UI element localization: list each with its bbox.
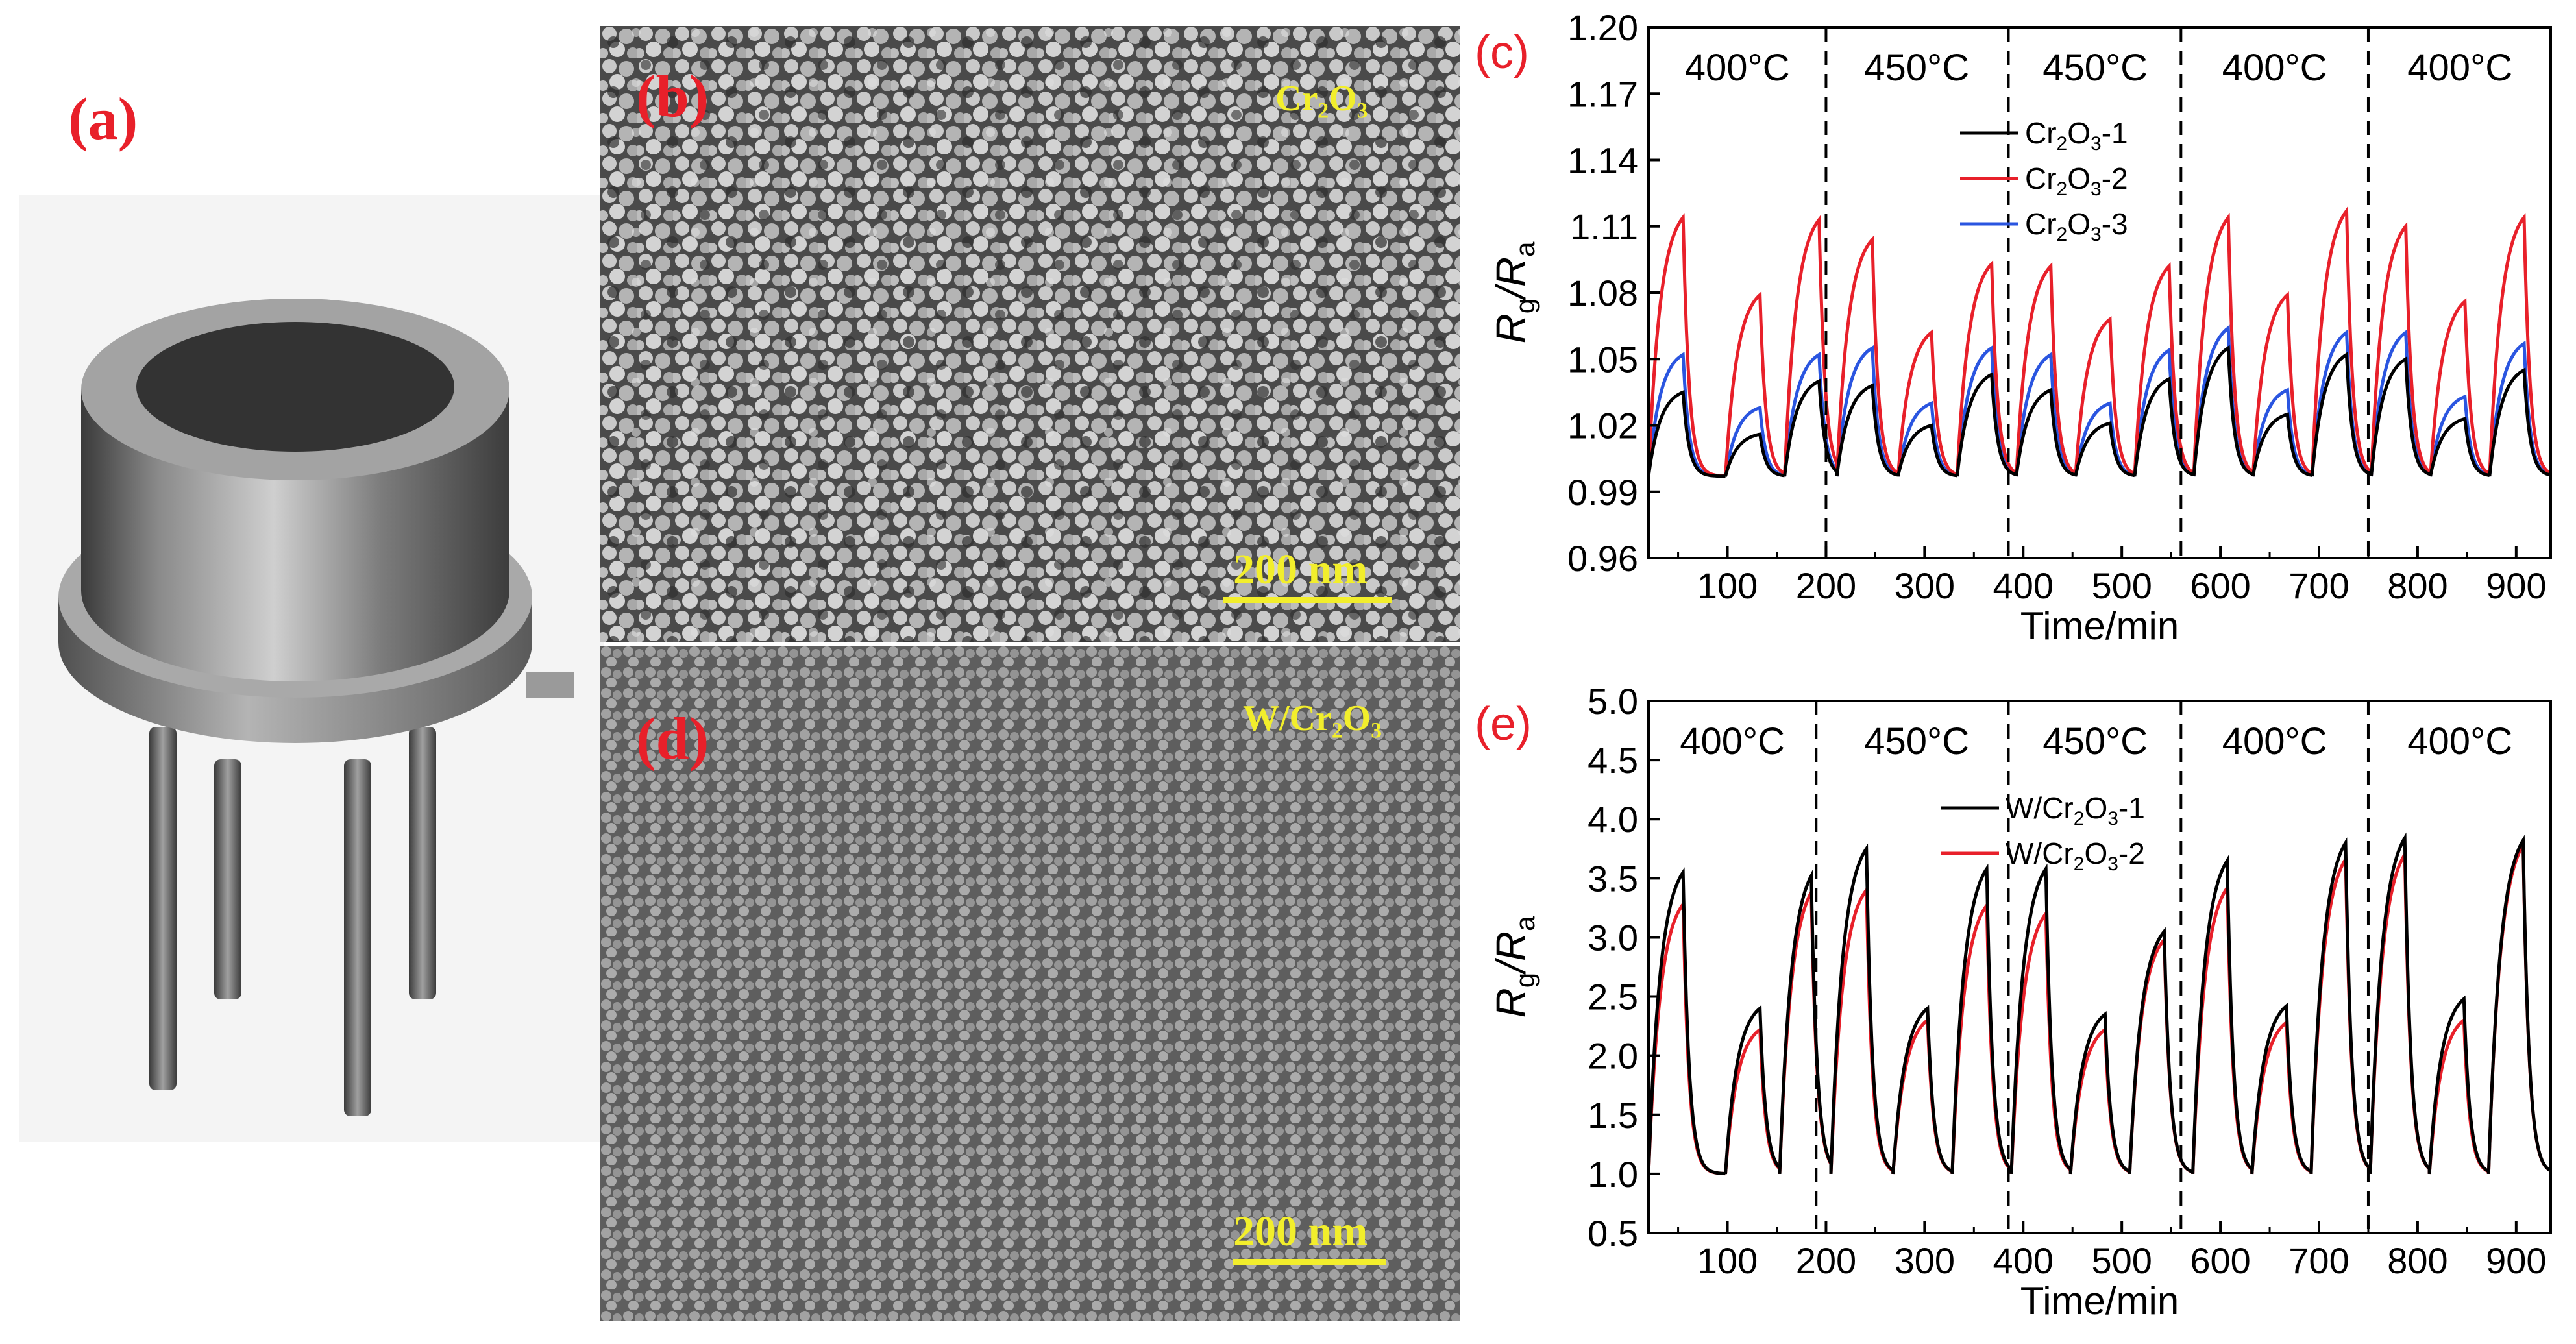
legend-entry-3: Cr2O3-3: [2025, 207, 2128, 245]
sem-image-cr2o3: (b) Cr₂O₃ 200 nm: [600, 26, 1460, 642]
scale-bar-label-b: 200 nm: [1233, 546, 1368, 593]
temperature-label-2: 450°C: [1864, 47, 1969, 89]
x-tick-label: 800: [2387, 565, 2447, 606]
sem-material-label-d: W/Cr₂O₃: [1243, 698, 1382, 739]
y-tick-label: 0.96: [1567, 538, 1638, 579]
panel-label-b: (b): [636, 63, 709, 129]
scale-bar-label-d: 200 nm: [1233, 1208, 1368, 1255]
temperature-label-5: 400°C: [2407, 720, 2512, 763]
legend-entry-1: Cr2O3-1: [2025, 116, 2128, 154]
sem-image-w-cr2o3: (d) W/Cr₂O₃ 200 nm: [600, 646, 1460, 1321]
y-tick-label: 3.0: [1588, 917, 1638, 958]
legend-entry-1: W/Cr2O3-1: [2006, 791, 2145, 829]
series-line-1: [1647, 832, 2552, 1175]
temperature-label-1: 400°C: [1685, 47, 1790, 89]
temperature-label-4: 400°C: [2222, 47, 2327, 89]
sensor-device-svg: [58, 299, 574, 1116]
y-tick-label: 0.5: [1588, 1213, 1638, 1254]
legend-entry-2: Cr2O3-2: [2025, 162, 2128, 200]
scale-bar-b: [1223, 597, 1392, 603]
sem-material-label-b: Cr₂O₃: [1275, 79, 1368, 119]
series-line-1: [1647, 345, 2551, 478]
x-tick-label: 100: [1697, 565, 1758, 606]
y-tick-label: 1.20: [1567, 7, 1638, 48]
x-tick-label: 400: [1993, 565, 2054, 606]
legend-entry-2: W/Cr2O3-2: [2006, 837, 2145, 875]
x-tick-label: 200: [1796, 565, 1856, 606]
chart-c: 0.96 0.99 1.02 1.05 1.08 1.11 1.14 1.17 1.20 100 2…: [1486, 7, 2564, 662]
chart-e-svg: 0.5 1.0 1.5 2.0 2.5 3.0 3.5 4.0 4.5 5.0 100 200 300 4…: [1488, 681, 2552, 1323]
panel-label-d: (d): [636, 705, 709, 772]
temperature-label-1: 400°C: [1680, 720, 1785, 763]
x-tick-label: 100: [1697, 1240, 1758, 1281]
y-tick-label: 1.11: [1570, 206, 1638, 247]
plot-frame: [1647, 700, 2552, 1234]
y-axis-label: Rg/Ra: [1488, 916, 1540, 1018]
sensor-illustration: [19, 195, 604, 1142]
y-tick-label: 0.99: [1567, 472, 1638, 513]
y-tick-label: 2.0: [1588, 1036, 1638, 1077]
x-tick-label: 400: [1993, 1240, 2054, 1281]
panel-label-c: (c): [1475, 27, 1529, 79]
temperature-label-3: 450°C: [2042, 47, 2148, 89]
temperature-label-3: 450°C: [2042, 720, 2148, 763]
temperature-label-5: 400°C: [2407, 47, 2512, 89]
y-tick-label: 1.08: [1567, 273, 1638, 313]
temperature-label-2: 450°C: [1864, 720, 1969, 763]
series-line-3: [1647, 324, 2551, 478]
y-tick-label: 1.0: [1588, 1154, 1638, 1195]
x-tick-label: 300: [1895, 1240, 1955, 1281]
x-tick-label: 500: [2091, 1240, 2152, 1281]
x-tick-label: 900: [2486, 565, 2546, 606]
y-tick-label: 1.14: [1567, 140, 1638, 181]
x-tick-label: 200: [1796, 1240, 1856, 1281]
y-tick-label: 1.05: [1567, 339, 1638, 380]
x-tick-label: 800: [2387, 1240, 2447, 1281]
y-tick-label: 1.17: [1567, 73, 1638, 114]
x-axis-label: Time/min: [2020, 604, 2179, 648]
y-tick-label: 4.0: [1588, 799, 1638, 840]
y-tick-label: 1.02: [1567, 406, 1638, 446]
series-line-2: [1647, 206, 2552, 478]
y-tick-label: 4.5: [1588, 740, 1638, 781]
plot-frame: [1647, 26, 2552, 559]
x-tick-label: 700: [2288, 1240, 2349, 1281]
y-tick-label: 5.0: [1588, 681, 1638, 722]
x-tick-label: 300: [1895, 565, 1955, 606]
panel-label-a: (a): [68, 86, 138, 152]
chart-e: 0.5 1.0 1.5 2.0 2.5 3.0 3.5 4.0 4.5 5.0 100 200 300 4…: [1486, 675, 2564, 1337]
y-axis-label: Rg/Ra: [1488, 241, 1540, 344]
sem-texture-b: [600, 26, 1460, 642]
x-tick-label: 600: [2190, 565, 2250, 606]
chart-c-svg: 0.96 0.99 1.02 1.05 1.08 1.11 1.14 1.17 1.20 100 2…: [1488, 7, 2552, 648]
x-tick-label: 600: [2190, 1240, 2250, 1281]
temperature-label-4: 400°C: [2222, 720, 2327, 763]
x-tick-label: 700: [2288, 565, 2349, 606]
y-tick-label: 2.5: [1588, 977, 1638, 1018]
x-axis-label: Time/min: [2020, 1279, 2179, 1323]
scale-bar-d: [1233, 1259, 1386, 1265]
series-line-2: [1647, 839, 2552, 1176]
y-tick-label: 1.5: [1588, 1095, 1638, 1136]
panel-label-e: (e): [1475, 698, 1532, 750]
sem-texture-d: [600, 646, 1460, 1321]
x-tick-label: 500: [2091, 565, 2152, 606]
x-tick-label: 900: [2486, 1240, 2546, 1281]
y-tick-label: 3.5: [1588, 858, 1638, 899]
